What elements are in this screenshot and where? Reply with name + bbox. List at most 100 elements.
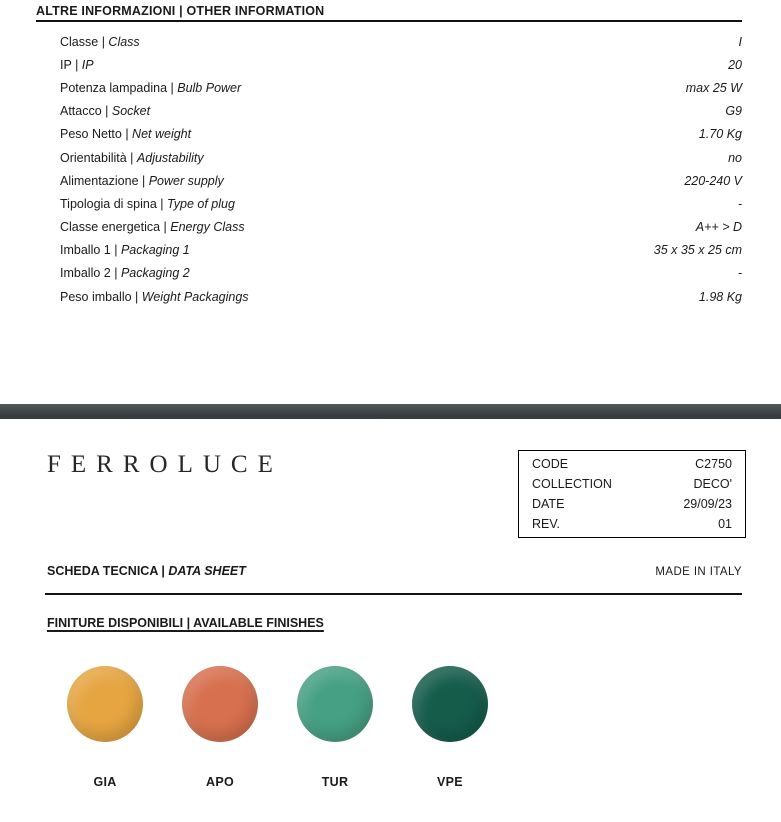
pipe-separator: | xyxy=(160,220,171,235)
spec-label: Peso Netto | Net weight xyxy=(60,127,191,141)
finish-item-vpe: VPE xyxy=(412,666,488,789)
pipe-separator: | xyxy=(101,104,112,119)
spec-label-en: IP xyxy=(81,57,94,72)
spec-value: - xyxy=(737,266,742,281)
info-value: DECO' xyxy=(693,477,732,491)
subheader: SCHEDA TECNICA | DATA SHEET MADE IN ITAL… xyxy=(47,564,742,578)
pipe-separator: | xyxy=(110,243,121,258)
finish-item-apo: APO xyxy=(182,666,258,789)
pipe-separator: | xyxy=(126,150,137,165)
spec-label-en: Weight Packagings xyxy=(141,289,249,304)
spec-row-adjustability: Orientabilità | Adjustability no xyxy=(60,146,742,169)
document-info-box: CODE C2750 COLLECTION DECO' DATE 29/09/2… xyxy=(518,450,746,538)
spec-row-net-weight: Peso Netto | Net weight 1.70 Kg xyxy=(60,123,742,146)
spec-label: Tipologia di spina | Type of plug xyxy=(60,197,235,211)
spec-label-en: Socket xyxy=(111,104,151,119)
finish-label-tur: TUR xyxy=(321,775,349,789)
spec-label-en: Energy Class xyxy=(170,220,245,235)
spec-label: Alimentazione | Power supply xyxy=(60,174,224,188)
spec-label-it: Tipologia di spina xyxy=(60,196,157,211)
info-row-code: CODE C2750 xyxy=(532,454,732,474)
spec-label-en: Net weight xyxy=(132,127,192,142)
spec-label-it: Orientabilità xyxy=(60,150,127,165)
spec-label-en: Power supply xyxy=(148,173,224,188)
spec-value: 20 xyxy=(728,57,742,72)
spec-label-it: Alimentazione xyxy=(60,173,139,188)
spec-row-type-of-plug: Tipologia di spina | Type of plug - xyxy=(60,192,742,215)
section-heading-other-information: ALTRE INFORMAZIONI | OTHER INFORMATION xyxy=(36,4,742,22)
spec-value: 1.98 Kg xyxy=(698,289,742,304)
page-divider-bar xyxy=(0,404,781,419)
spec-label-it: Imballo 2 xyxy=(60,266,111,281)
spec-value: max 25 W xyxy=(685,80,742,95)
pipe-separator: | xyxy=(110,266,121,281)
info-row-rev: REV. 01 xyxy=(532,514,732,534)
spec-row-bulb-power: Potenza lampadina | Bulb Power max 25 W xyxy=(60,76,742,99)
brand-logo: FERROLUCE xyxy=(47,451,283,478)
spec-label: Attacco | Socket xyxy=(60,104,150,118)
pipe-separator: | xyxy=(121,127,133,142)
datasheet-title: SCHEDA TECNICA | DATA SHEET xyxy=(47,564,246,578)
spec-value: 1.70 Kg xyxy=(698,127,742,142)
spec-label-it: IP xyxy=(60,57,72,72)
info-value: C2750 xyxy=(695,457,732,471)
spec-label-it: Peso imballo xyxy=(60,289,132,304)
info-row-collection: COLLECTION DECO' xyxy=(532,474,732,494)
pipe-separator: | xyxy=(157,564,169,578)
pipe-separator: | xyxy=(156,196,168,211)
spec-label-it: Peso Netto xyxy=(60,127,122,142)
spec-row-energy-class: Classe energetica | Energy Class A++ > D xyxy=(60,216,742,239)
spec-label: Imballo 1 | Packaging 1 xyxy=(60,243,190,257)
spec-label-it: Classe energetica xyxy=(60,220,161,235)
divider-bar-sheen xyxy=(0,404,781,419)
finishes-heading: FINITURE DISPONIBILI | AVAILABLE FINISHE… xyxy=(47,616,324,630)
spec-label-en: Packaging 1 xyxy=(120,243,190,258)
spec-label-en: Bulb Power xyxy=(177,80,242,95)
spec-label: Imballo 2 | Packaging 2 xyxy=(60,266,190,280)
subheader-rule xyxy=(45,593,742,595)
pipe-separator: | xyxy=(98,34,109,49)
spec-row-packaging-2: Imballo 2 | Packaging 2 - xyxy=(60,262,742,285)
datasheet-title-en: DATA SHEET xyxy=(168,564,246,578)
pipe-separator: | xyxy=(71,57,82,72)
finish-label-gia: GIA xyxy=(93,775,117,789)
spec-label: IP | IP xyxy=(60,58,94,72)
spec-label-en: Type of plug xyxy=(167,196,235,211)
datasheet-title-it: SCHEDA TECNICA xyxy=(47,564,158,578)
spec-label: Peso imballo | Weight Packagings xyxy=(60,290,249,304)
spec-label: Potenza lampadina | Bulb Power xyxy=(60,81,241,95)
spec-value: 220-240 V xyxy=(684,173,742,188)
spec-row-socket: Attacco | Socket G9 xyxy=(60,100,742,123)
spec-row-class: Classe | Class I xyxy=(60,30,742,53)
info-label: REV. xyxy=(532,517,561,531)
info-label: COLLECTION xyxy=(532,477,612,491)
spec-value: A++ > D xyxy=(695,220,742,235)
spec-label-en: Class xyxy=(108,34,140,49)
info-label: CODE xyxy=(532,457,569,471)
made-in-italy-label: MADE IN ITALY xyxy=(655,566,742,578)
spec-label-en: Adjustability xyxy=(136,150,204,165)
spec-row-power-supply: Alimentazione | Power supply 220-240 V xyxy=(60,169,742,192)
spec-label: Classe energetica | Energy Class xyxy=(60,220,245,234)
finish-label-vpe: VPE xyxy=(437,775,463,789)
spec-label-en: Packaging 2 xyxy=(120,266,190,281)
pipe-separator: | xyxy=(138,173,149,188)
spec-row-weight-packagings: Peso imballo | Weight Packagings 1.98 Kg xyxy=(60,285,742,308)
spec-table: Classe | Class I IP | IP 20 Potenza lamp… xyxy=(60,30,742,308)
spec-label-it: Classe xyxy=(60,34,99,49)
spec-value: - xyxy=(737,196,742,211)
spec-value: G9 xyxy=(725,104,742,119)
finish-swatch-tur xyxy=(297,666,373,742)
spec-row-ip: IP | IP 20 xyxy=(60,53,742,76)
spec-value: no xyxy=(728,150,742,165)
finish-swatch-apo xyxy=(182,666,258,742)
info-label: DATE xyxy=(532,497,565,511)
info-row-date: DATE 29/09/23 xyxy=(532,494,732,514)
spec-label-it: Imballo 1 xyxy=(60,243,111,258)
pipe-separator: | xyxy=(167,80,178,95)
finish-swatches: GIA APO TUR VPE xyxy=(67,666,488,789)
spec-label: Orientabilità | Adjustability xyxy=(60,151,204,165)
finish-swatch-vpe xyxy=(412,666,488,742)
finish-item-tur: TUR xyxy=(297,666,373,789)
spec-label: Classe | Class xyxy=(60,35,140,49)
